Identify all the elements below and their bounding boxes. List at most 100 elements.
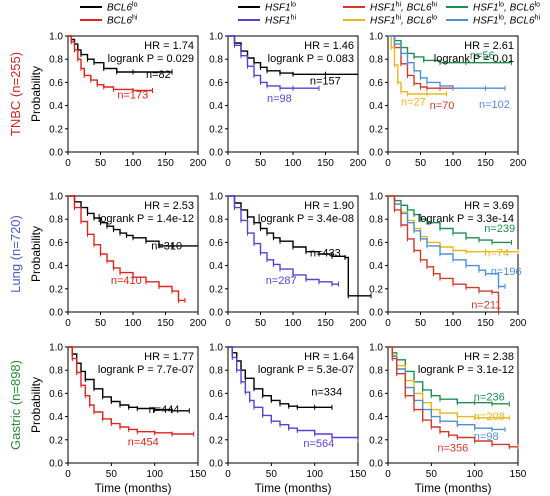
km-curve-0 — [68, 346, 190, 412]
y-tick-label: 0.4 — [209, 412, 223, 423]
y-tick-label: 0.6 — [209, 78, 223, 89]
y-tick-label: 1.0 — [369, 192, 383, 203]
series-label: n=208 — [474, 411, 505, 423]
hazard-ratio: HR = 1.90 — [304, 200, 354, 212]
km-panel-7: 0.0 0.2 0.4 0.6 0.8 1.0 0 50 100 150 Time (months)… — [209, 343, 367, 496]
series-label: n=98 — [267, 93, 292, 105]
svg-text:HSF1lo, BCL6lo: HSF1lo, BCL6lo — [473, 2, 540, 14]
y-tick-label: 0.0 — [369, 308, 383, 319]
logrank-p: logrank P = 3.3e-14 — [418, 213, 514, 225]
x-axis-title: Time (months) — [95, 481, 172, 495]
y-tick-label: 0.6 — [209, 389, 223, 400]
svg-text:HSF1hi, BCL6lo: HSF1hi, BCL6lo — [370, 15, 437, 27]
x-tick-label: 100 — [445, 158, 462, 169]
km-curve-0 — [68, 35, 172, 73]
x-axis-title: Time (months) — [255, 481, 332, 495]
y-tick-label: 0.8 — [209, 55, 223, 66]
km-curve-2 — [388, 195, 505, 288]
x-tick-label: 0 — [385, 158, 391, 169]
y-tick-label: 0.6 — [369, 238, 383, 249]
logrank-p: logrank P = 3.1e-12 — [418, 364, 514, 376]
y-tick-label: 0.2 — [49, 124, 63, 135]
y-tick-label: 0.8 — [209, 366, 223, 377]
x-tick-label: 200 — [190, 158, 207, 169]
km-panel-5: 0.0 0.2 0.4 0.6 0.8 1.0 0 50 100 150 200 n=239 n=74 n… — [369, 192, 527, 330]
hazard-ratio: HR = 1.64 — [304, 351, 354, 363]
y-tick-label: 0.8 — [369, 215, 383, 226]
logrank-p: logrank P = 1.4e-12 — [98, 213, 194, 225]
legend-entry-combo-1: HSF1lo, BCL6lo — [446, 2, 540, 14]
x-tick-label: 100 — [125, 318, 142, 329]
y-tick-label: 0.2 — [49, 435, 63, 446]
y-tick-label: 0.6 — [369, 389, 383, 400]
y-tick-label: 0.8 — [49, 366, 63, 377]
x-tick-label: 0 — [65, 318, 71, 329]
x-tick-label: 0 — [385, 318, 391, 329]
y-tick-label: 0.6 — [49, 238, 63, 249]
x-tick-label: 50 — [95, 318, 107, 329]
y-tick-label: 0.0 — [369, 148, 383, 159]
x-tick-label: 0 — [225, 469, 231, 480]
row-title-1: Lung (n=720) — [8, 215, 23, 293]
x-tick-label: 50 — [255, 158, 267, 169]
series-label: n=310 — [151, 240, 182, 252]
series-label: n=74 — [484, 247, 509, 259]
y-tick-label: 0.0 — [49, 148, 63, 159]
x-tick-label: 200 — [190, 318, 207, 329]
y-tick-label: 0.8 — [369, 55, 383, 66]
legend-entry-hsf1-hi: HSF1hi — [238, 15, 296, 27]
y-tick-label: 0.2 — [369, 435, 383, 446]
x-tick-label: 50 — [415, 158, 427, 169]
y-tick-label: 0.4 — [209, 261, 223, 272]
x-tick-label: 0 — [385, 469, 391, 480]
km-curve-1 — [68, 346, 194, 435]
series-label: n=173 — [117, 90, 148, 102]
km-panel-2: 0.0 0.2 0.4 0.6 0.8 1.0 0 50 100 150 200 n=56 n=70 n=… — [369, 32, 527, 170]
logrank-p: logrank P = 5.3e-07 — [258, 364, 354, 376]
hazard-ratio: HR = 1.77 — [144, 351, 194, 363]
logrank-p: logrank P = 0.01 — [434, 53, 514, 65]
x-tick-label: 200 — [510, 158, 527, 169]
y-tick-label: 1.0 — [49, 343, 63, 354]
logrank-p: logrank P = 0.083 — [268, 53, 354, 65]
y-tick-label: 1.0 — [369, 32, 383, 43]
km-panel-8: 0.0 0.2 0.4 0.6 0.8 1.0 0 50 100 150 Time (months)… — [369, 343, 527, 496]
series-label: n=444 — [149, 404, 180, 416]
x-tick-label: 50 — [95, 158, 107, 169]
y-tick-label: 0.4 — [49, 261, 63, 272]
series-label: n=82 — [146, 69, 171, 81]
legend-entry-combo-3: HSF1lo, BCL6hi — [446, 15, 540, 27]
x-tick-label: 100 — [125, 158, 142, 169]
x-tick-label: 200 — [350, 158, 367, 169]
km-curve-0 — [228, 195, 371, 297]
plot-frame — [387, 346, 519, 464]
y-tick-label: 0.0 — [209, 308, 223, 319]
y-tick-label: 0.4 — [49, 412, 63, 423]
x-tick-label: 150 — [317, 158, 334, 169]
y-tick-label: 1.0 — [209, 343, 223, 354]
hazard-ratio: HR = 2.61 — [464, 40, 514, 52]
x-tick-label: 0 — [225, 158, 231, 169]
y-axis-title: Probability — [29, 377, 43, 433]
series-label: n=98 — [474, 431, 499, 443]
plot-frame — [67, 346, 199, 464]
x-tick-label: 100 — [466, 469, 483, 480]
x-axis-title: Time (months) — [415, 481, 492, 495]
y-axis-title: Probability — [29, 66, 43, 122]
hazard-ratio: HR = 3.69 — [464, 200, 514, 212]
km-panel-0: 0.0 0.2 0.4 0.6 0.8 1.0 0 50 100 150 200 Probabilit… — [29, 32, 207, 170]
km-panel-3: 0.0 0.2 0.4 0.6 0.8 1.0 0 50 100 150 200 Probabilit… — [29, 192, 207, 330]
y-tick-label: 0.0 — [209, 148, 223, 159]
km-curve-1 — [68, 195, 185, 302]
y-tick-label: 0.6 — [209, 238, 223, 249]
series-label: n=410 — [111, 275, 142, 287]
y-tick-label: 1.0 — [369, 343, 383, 354]
y-tick-label: 0.0 — [49, 459, 63, 470]
x-tick-label: 150 — [510, 469, 527, 480]
x-tick-label: 150 — [350, 469, 367, 480]
y-tick-label: 0.8 — [209, 215, 223, 226]
legend-entry-combo-0: HSF1hi, BCL6hi — [343, 2, 437, 14]
row-title-0: TNBC (n=255) — [8, 52, 23, 136]
series-label: n=433 — [310, 247, 341, 259]
